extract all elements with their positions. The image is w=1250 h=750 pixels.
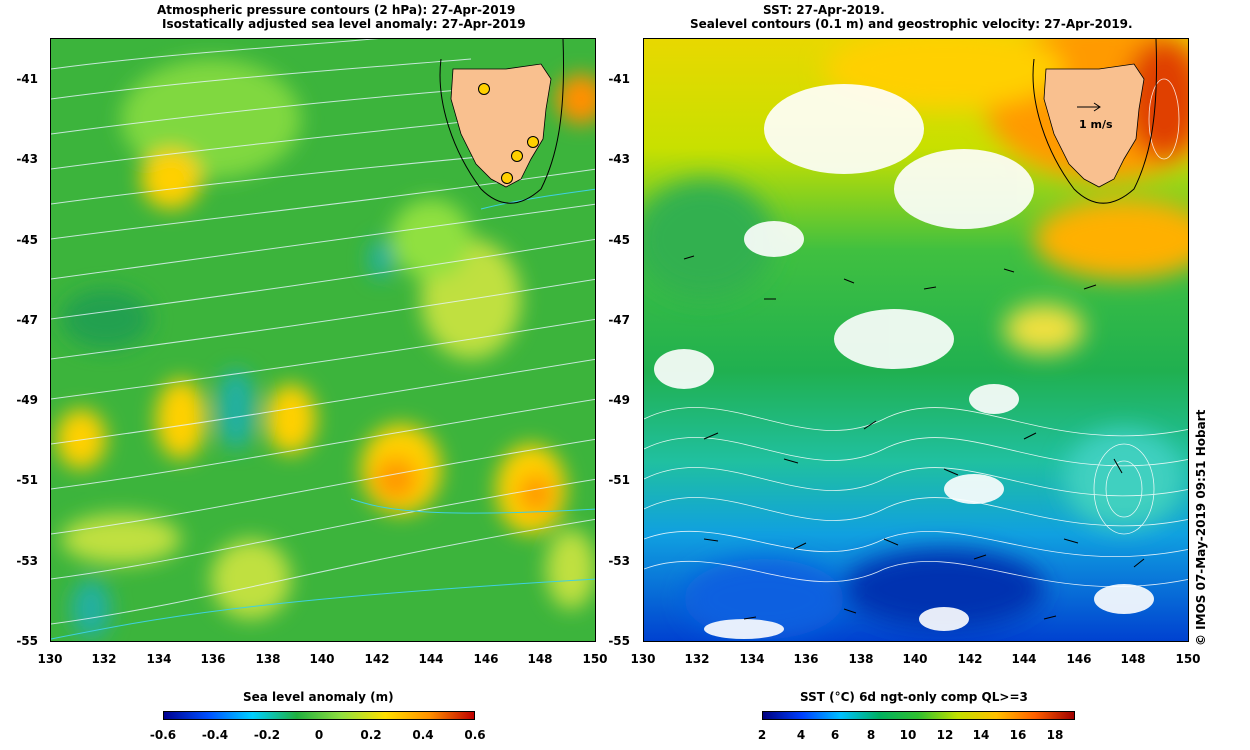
sla-colorbar (163, 711, 475, 720)
x-tick-label: 130 (37, 652, 63, 666)
colorbar-tick-label: 18 (1046, 728, 1064, 742)
sst-map-graphic: 1 m/s (644, 39, 1188, 641)
colorbar-tick-label: -0.2 (253, 728, 281, 742)
colorbar-tick-label: 8 (866, 728, 876, 742)
x-tick-label: 146 (473, 652, 499, 666)
colorbar-tick-label: 2 (757, 728, 767, 742)
colorbar-tick-label: 0 (314, 728, 324, 742)
colorbar-tick-label: 6 (830, 728, 840, 742)
right-title-line1: SST: 27-Apr-2019. (763, 3, 885, 17)
colorbar-tick-label: 16 (1009, 728, 1027, 742)
x-tick-label: 136 (793, 652, 819, 666)
y-tick-label: -47 (16, 313, 38, 327)
sst-colorbar-title: SST (°C) 6d ngt-only comp QL>=3 (800, 690, 1028, 704)
sla-map-graphic (51, 39, 595, 641)
sla-colorbar-title: Sea level anomaly (m) (243, 690, 394, 704)
imos-credit: © IMOS 07-May-2019 09:51 Hobart (1194, 409, 1208, 646)
colorbar-tick-label: -0.4 (201, 728, 229, 742)
x-tick-label: 148 (527, 652, 553, 666)
tasmania-land (1043, 63, 1145, 188)
colorbar-tick-label: 0.6 (464, 728, 486, 742)
colorbar-tick-label: 14 (972, 728, 990, 742)
x-tick-label: 150 (1175, 652, 1201, 666)
y-tick-label: -47 (608, 313, 630, 327)
x-tick-label: 134 (739, 652, 765, 666)
sea-level-anomaly-map (50, 38, 596, 642)
x-tick-label: 140 (902, 652, 928, 666)
y-tick-label: -43 (608, 152, 630, 166)
colorbar-tick-label: 10 (899, 728, 917, 742)
sst-colorbar (762, 711, 1075, 720)
tasmania-land (450, 63, 552, 188)
velocity-scale-label: 1 m/s (1079, 118, 1113, 131)
colorbar-tick-label: 12 (936, 728, 954, 742)
x-tick-label: 142 (957, 652, 983, 666)
tide-gauge-marker (527, 136, 539, 148)
y-tick-label: -51 (608, 473, 630, 487)
x-tick-label: 134 (146, 652, 172, 666)
y-tick-label: -45 (16, 233, 38, 247)
tide-gauge-marker (478, 83, 490, 95)
x-tick-label: 140 (309, 652, 335, 666)
left-title-line2: Isostatically adjusted sea level anomaly… (162, 17, 526, 31)
x-tick-label: 138 (848, 652, 874, 666)
y-tick-label: -45 (608, 233, 630, 247)
y-tick-label: -41 (608, 72, 630, 86)
y-tick-label: -43 (16, 152, 38, 166)
x-tick-label: 144 (418, 652, 444, 666)
x-tick-label: 130 (630, 652, 656, 666)
tide-gauge-marker (501, 172, 513, 184)
x-tick-label: 136 (200, 652, 226, 666)
x-tick-label: 132 (91, 652, 117, 666)
velocity-scale-arrow (1077, 102, 1101, 112)
y-tick-label: -53 (608, 554, 630, 568)
x-tick-label: 144 (1011, 652, 1037, 666)
x-tick-label: 132 (684, 652, 710, 666)
x-tick-label: 150 (582, 652, 608, 666)
tide-gauge-marker (511, 150, 523, 162)
x-tick-label: 146 (1066, 652, 1092, 666)
x-tick-label: 148 (1120, 652, 1146, 666)
y-tick-label: -49 (608, 393, 630, 407)
y-tick-label: -55 (608, 634, 630, 648)
right-title-line2: Sealevel contours (0.1 m) and geostrophi… (690, 17, 1133, 31)
y-tick-label: -41 (16, 72, 38, 86)
colorbar-tick-label: -0.6 (149, 728, 177, 742)
colorbar-tick-label: 0.2 (360, 728, 382, 742)
y-tick-label: -51 (16, 473, 38, 487)
x-tick-label: 138 (255, 652, 281, 666)
sst-map: 1 m/s (643, 38, 1189, 642)
x-tick-label: 142 (364, 652, 390, 666)
y-tick-label: -49 (16, 393, 38, 407)
colorbar-tick-label: 4 (796, 728, 806, 742)
y-tick-label: -53 (16, 554, 38, 568)
left-title-line1: Atmospheric pressure contours (2 hPa): 2… (157, 3, 516, 17)
y-tick-label: -55 (16, 634, 38, 648)
colorbar-tick-label: 0.4 (412, 728, 434, 742)
